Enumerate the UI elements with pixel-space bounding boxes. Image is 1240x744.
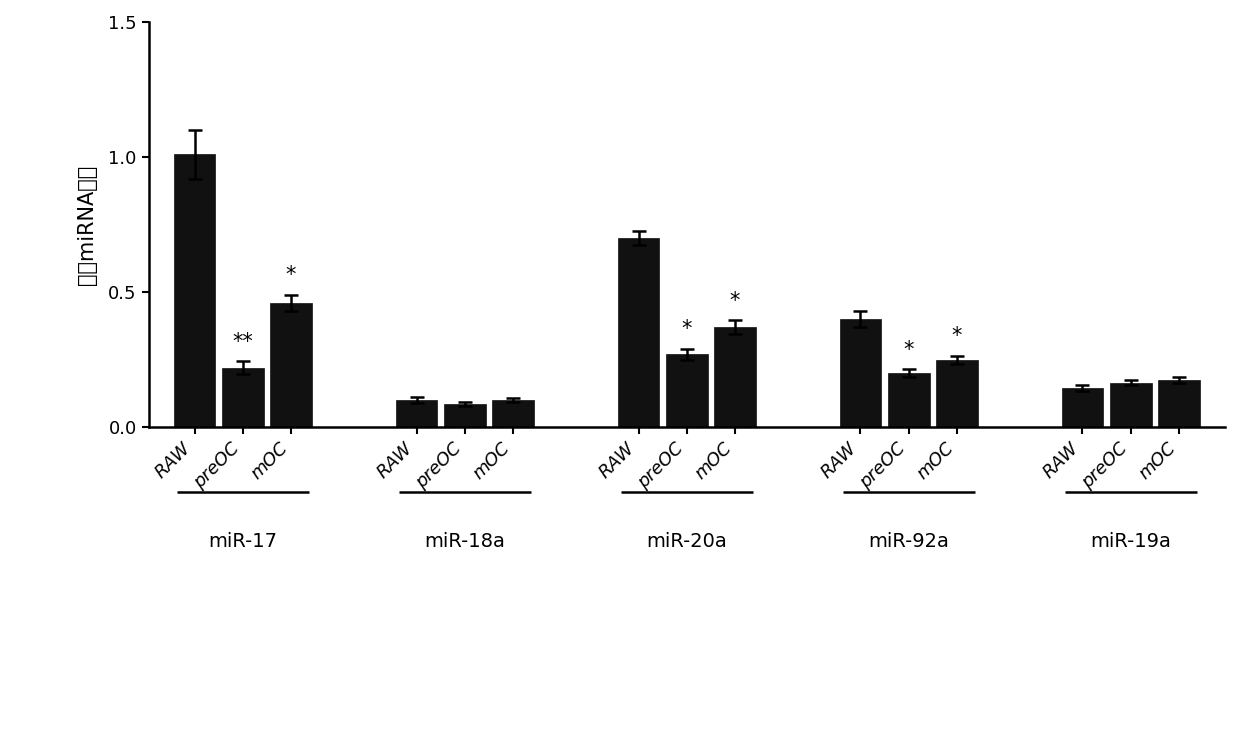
Text: *: * [730, 291, 740, 311]
Text: miR-18a: miR-18a [424, 533, 505, 551]
Bar [666, 354, 708, 427]
Bar [396, 400, 438, 427]
Text: **: ** [232, 332, 253, 351]
Y-axis label: 相对miRNA水平: 相对miRNA水平 [77, 164, 97, 285]
Bar [1110, 382, 1152, 427]
Bar [1158, 380, 1200, 427]
Bar [174, 154, 216, 427]
Text: *: * [952, 326, 962, 346]
Bar [444, 404, 486, 427]
Text: *: * [286, 266, 296, 286]
Text: miR-20a: miR-20a [646, 533, 727, 551]
Bar [714, 327, 756, 427]
Bar [492, 400, 534, 427]
Bar [618, 238, 660, 427]
Bar [888, 373, 930, 427]
Bar [839, 319, 882, 427]
Bar [1061, 388, 1104, 427]
Text: miR-17: miR-17 [208, 533, 278, 551]
Text: miR-19a: miR-19a [1090, 533, 1171, 551]
Bar [270, 303, 312, 427]
Text: *: * [682, 319, 692, 339]
Text: *: * [904, 339, 914, 359]
Text: miR-92a: miR-92a [868, 533, 949, 551]
Bar [936, 359, 978, 427]
Bar [222, 368, 264, 427]
